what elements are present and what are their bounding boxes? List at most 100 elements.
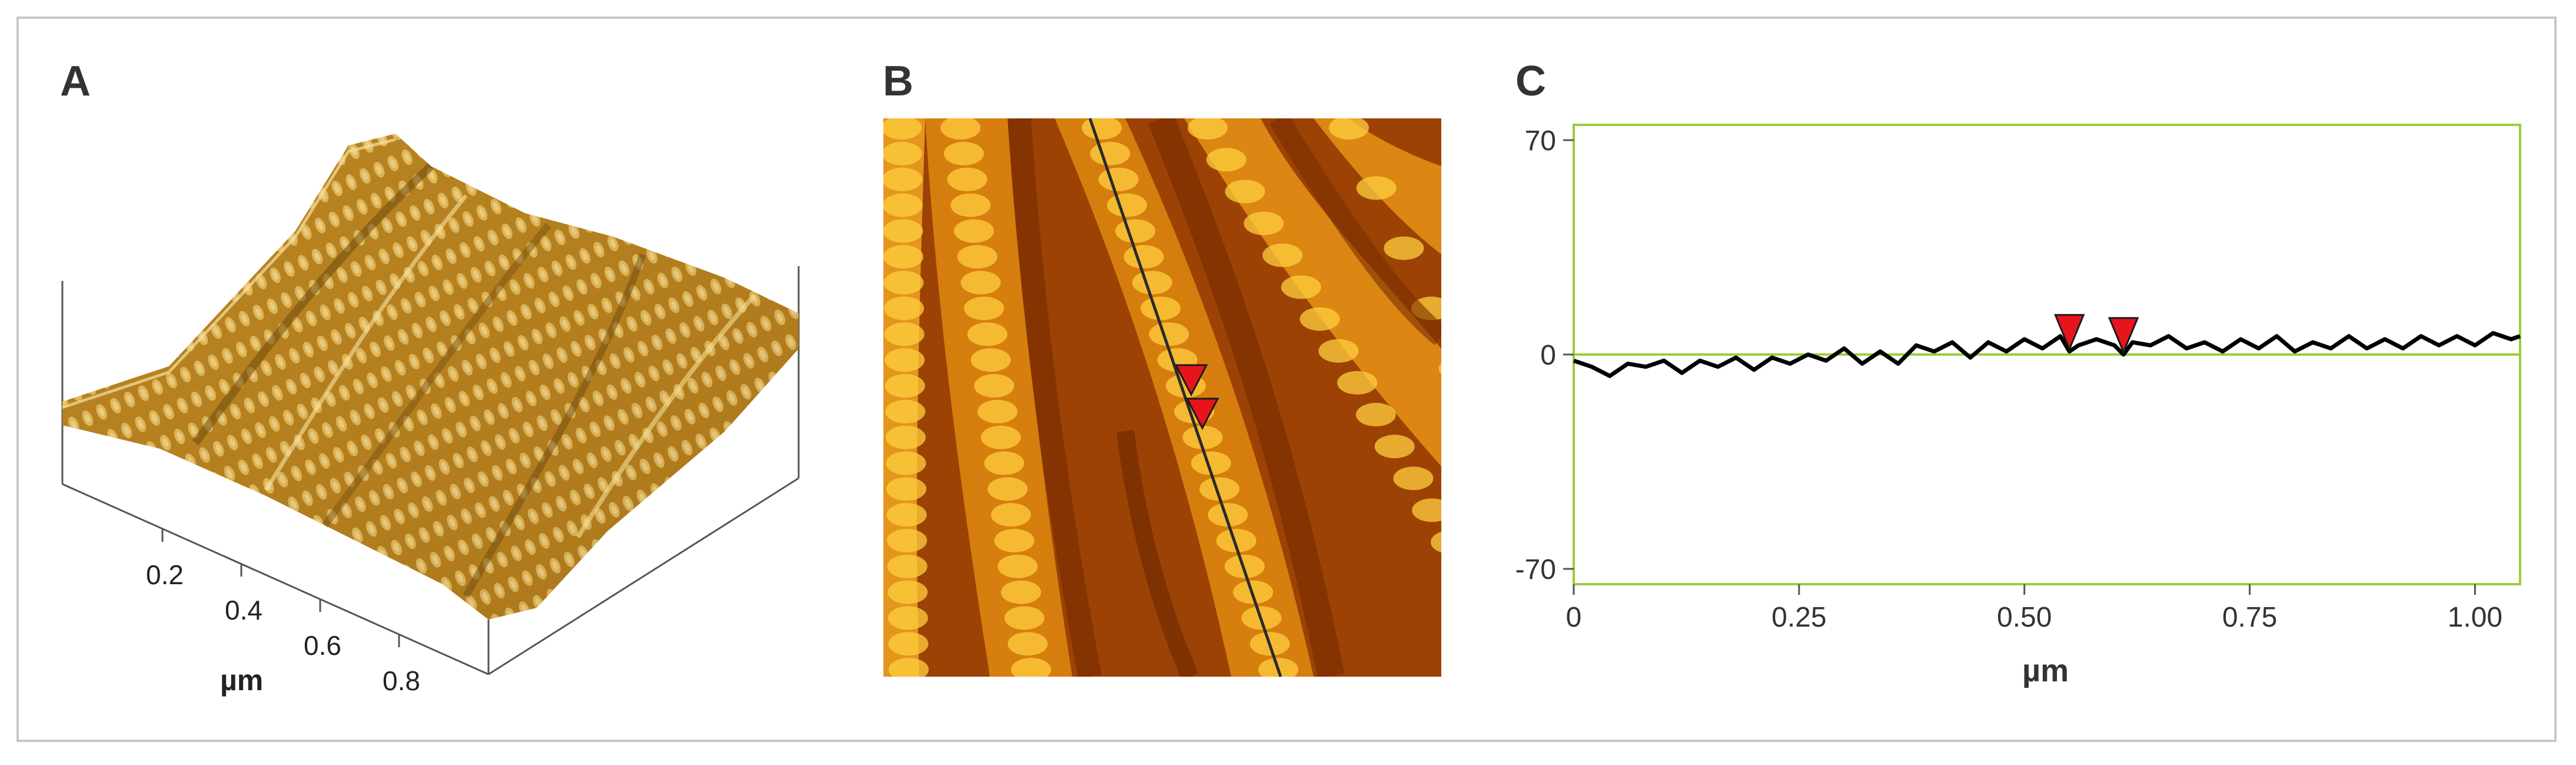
afm-bead (886, 503, 927, 527)
afm-bead (1182, 425, 1223, 449)
panel-c: C 70 0 -70 0 0.25 0.50 0.75 1.00 µm (1515, 58, 2521, 688)
afm-bead (1262, 243, 1303, 267)
afm-bead (943, 141, 984, 165)
afm-bead (885, 425, 926, 449)
afm-bead (984, 451, 1025, 475)
panel-b: B (883, 58, 1616, 681)
y-tick-label: 70 (1525, 125, 1556, 157)
afm-bead (1281, 275, 1321, 299)
panel-a-box-axes (61, 266, 800, 675)
profile-chart: 70 0 -70 0 0.25 0.50 0.75 1.00 (1515, 125, 2521, 633)
afm-bead (883, 167, 923, 191)
profile-line (1573, 331, 2521, 378)
afm-bead (886, 477, 926, 501)
afm-bead (1132, 270, 1172, 294)
afm-bead (883, 270, 924, 294)
y-tick-label: 0 (1540, 340, 1556, 371)
afm-bead (888, 632, 929, 656)
afm-bead (1004, 606, 1045, 630)
afm-bead (1199, 477, 1239, 501)
afm-bead (883, 245, 923, 269)
afm-bead (1299, 307, 1340, 331)
afm-bead (883, 141, 922, 165)
panel-a-letter: A (60, 58, 91, 105)
panel-b-letter: B (883, 58, 913, 105)
afm-bead (1374, 435, 1415, 459)
panel-a: A 0.2 0.4 0.6 (60, 58, 800, 697)
afm-bead (990, 503, 1031, 527)
panel-a-tick-label: 0.4 (225, 595, 262, 625)
figure-canvas: A 0.2 0.4 0.6 (60, 58, 2521, 697)
afm-bead (1149, 322, 1189, 346)
afm-bead (1098, 167, 1139, 191)
afm-bead (1082, 118, 1122, 140)
afm-bead (883, 118, 922, 140)
afm-bead (888, 580, 928, 604)
x-tick-label: 1.00 (2448, 602, 2502, 633)
section-line (1088, 118, 1282, 677)
panel-a-axis-label: µm (220, 664, 263, 697)
profile-marker (2108, 317, 2139, 355)
afm-bead (1216, 528, 1257, 552)
panel-a-ticks (161, 529, 400, 647)
panel-a-tick-label: 0.2 (146, 559, 184, 590)
afm-bead (1244, 211, 1284, 236)
afm-bead (1206, 148, 1247, 172)
afm-bead (980, 425, 1021, 449)
panel-a-tick-label: 0.8 (383, 665, 420, 696)
afm-bead (1356, 176, 1397, 200)
afm-bead (1355, 403, 1396, 427)
section-marker-2 (1185, 398, 1219, 430)
afm-bead (998, 554, 1038, 578)
section-marker-1 (1174, 364, 1208, 397)
x-tick-label: 0.50 (1997, 602, 2052, 633)
profile-marker (2054, 314, 2085, 352)
afm-bead (883, 219, 923, 243)
afm-bead (1468, 594, 1508, 618)
afm-bead (1494, 477, 1534, 501)
afm-bead (1191, 451, 1231, 475)
afm-bead (1208, 503, 1248, 527)
afm-bead (1318, 339, 1359, 363)
afm-bead (1106, 193, 1147, 217)
afm-bead (1115, 219, 1156, 243)
afm-bead (1011, 658, 1051, 677)
afm-bead (1450, 562, 1490, 586)
x-tick-label: 0.75 (2222, 602, 2277, 633)
afm-bead (994, 528, 1035, 552)
afm-bead (883, 193, 923, 217)
afm-bead (885, 374, 925, 398)
afm-bead (888, 606, 928, 630)
afm-bead (1430, 531, 1441, 553)
x-axis-label: µm (2022, 653, 2069, 688)
afm-bead (953, 219, 994, 243)
afm-bead (988, 477, 1028, 501)
afm-bead (884, 296, 924, 320)
afm-bead (1008, 632, 1048, 656)
panel-a-tick-label: 0.6 (304, 630, 341, 661)
afm-bead (1466, 417, 1506, 441)
afm-bead (1393, 466, 1434, 491)
afm-bead (950, 193, 991, 217)
afm-height-image (883, 118, 1616, 681)
y-tick-label: -70 (1515, 554, 1556, 585)
afm-bead (885, 348, 925, 372)
afm-bead (977, 399, 1018, 423)
afm-bead (1329, 118, 1369, 140)
afm-bead (1090, 141, 1131, 165)
afm-bead (957, 245, 998, 269)
afm-bead (887, 528, 928, 552)
panel-c-letter: C (1515, 58, 1546, 105)
afm-bead (1487, 626, 1527, 650)
afm-bead (964, 296, 1004, 320)
afm-bead (1001, 580, 1041, 604)
afm-bead (1576, 658, 1616, 681)
afm-bead (970, 348, 1011, 372)
afm-bead (1412, 498, 1441, 522)
afm-bead (1124, 245, 1164, 269)
afm-bead (1438, 363, 1441, 375)
afm-bead (940, 118, 980, 140)
afm-bead (886, 451, 926, 475)
afm-bead (1225, 180, 1265, 204)
figure-frame: A 0.2 0.4 0.6 (16, 16, 2557, 742)
